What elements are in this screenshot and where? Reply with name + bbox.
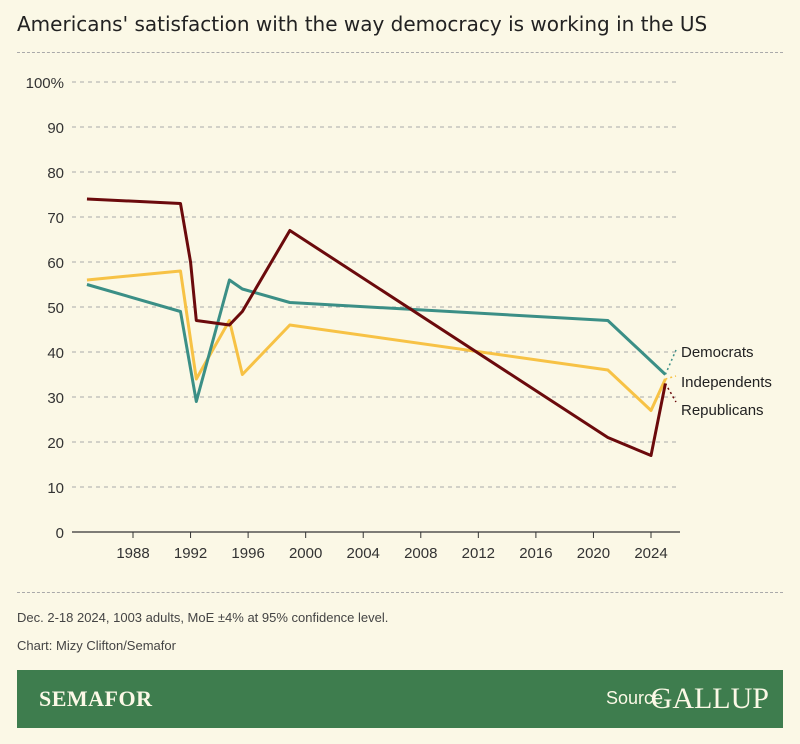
line-chart: 0 10 20 30 40 50 60 70 80 90 100% 1988 1992 1996 2000 2… <box>26 75 772 562</box>
chart-credit: Chart: Mizy Clifton/Semafor <box>17 638 176 653</box>
series-label-republicans: Republicans <box>681 402 764 419</box>
y-tick-label: 10 <box>47 480 64 497</box>
y-tick-label: 20 <box>47 435 64 452</box>
y-tick-label: 30 <box>47 390 64 407</box>
y-tick-label: 90 <box>47 120 64 137</box>
footer-bar: SEMAFOR Source GALLUP <box>17 670 783 728</box>
divider <box>17 52 783 53</box>
series-line-republicans <box>86 197 667 457</box>
y-tick-label: 70 <box>47 210 64 227</box>
series-line-democrats <box>86 278 667 403</box>
y-tick-label: 80 <box>47 165 64 182</box>
x-tick-label: 1988 <box>116 545 149 562</box>
x-tick-label: 2020 <box>577 545 610 562</box>
label-leader <box>664 349 677 375</box>
x-tick-label: 1996 <box>231 545 264 562</box>
semafor-logo: SEMAFOR <box>39 686 153 711</box>
source-label: Source <box>605 688 663 708</box>
series-line-independents <box>86 269 667 412</box>
y-tick-label: 40 <box>47 345 64 362</box>
x-tick-label: 2016 <box>519 545 552 562</box>
y-tick-label: 50 <box>47 300 64 317</box>
survey-note: Dec. 2-18 2024, 1003 adults, MoE ±4% at … <box>17 610 389 625</box>
x-tick-label: 2008 <box>404 545 437 562</box>
divider <box>17 592 783 593</box>
series-label-democrats: Democrats <box>681 344 754 361</box>
series-label-independents: Independents <box>681 374 772 391</box>
label-leader <box>664 383 677 403</box>
gallup-logo: GALLUP <box>650 682 769 715</box>
x-tick-label: 2000 <box>289 545 322 562</box>
y-tick-label: 100% <box>26 75 64 92</box>
y-tick-label: 60 <box>47 255 64 272</box>
x-tick-label: 1992 <box>174 545 207 562</box>
x-tick-label: 2024 <box>634 545 667 562</box>
chart-title: Americans' satisfaction with the way dem… <box>17 12 708 36</box>
x-tick-label: 2012 <box>462 545 495 562</box>
y-tick-label: 0 <box>56 525 64 542</box>
x-tick-label: 2004 <box>347 545 380 562</box>
label-leader <box>665 375 677 380</box>
